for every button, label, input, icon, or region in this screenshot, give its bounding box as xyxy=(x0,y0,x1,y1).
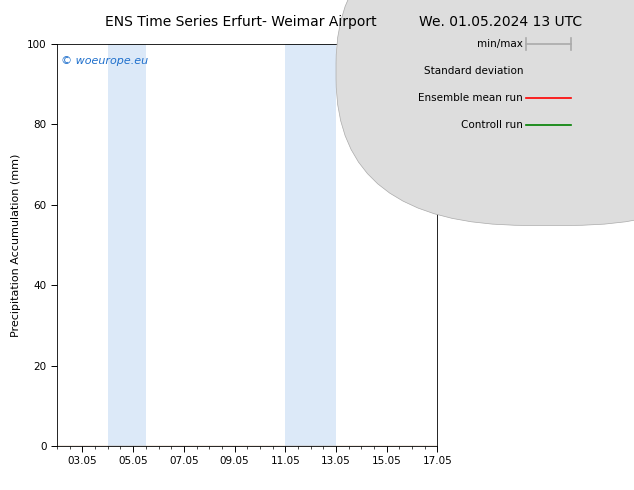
Text: © woeurope.eu: © woeurope.eu xyxy=(61,56,148,66)
Text: We. 01.05.2024 13 UTC: We. 01.05.2024 13 UTC xyxy=(419,15,583,29)
Text: Ensemble mean run: Ensemble mean run xyxy=(418,93,523,103)
Text: Controll run: Controll run xyxy=(461,120,523,130)
Y-axis label: Precipitation Accumulation (mm): Precipitation Accumulation (mm) xyxy=(11,153,22,337)
Text: ENS Time Series Erfurt- Weimar Airport: ENS Time Series Erfurt- Weimar Airport xyxy=(105,15,377,29)
Text: min/max: min/max xyxy=(477,39,523,49)
Text: Standard deviation: Standard deviation xyxy=(424,66,523,76)
Bar xyxy=(285,44,336,446)
Bar xyxy=(108,44,146,446)
